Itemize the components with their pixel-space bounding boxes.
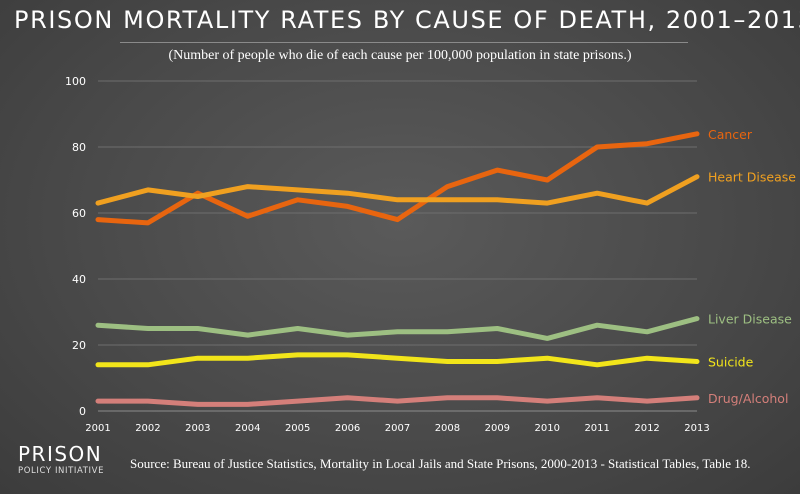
x-tick-label: 2006 <box>335 423 360 434</box>
x-tick-label: 2001 <box>85 423 110 434</box>
y-tick-label: 40 <box>72 273 86 286</box>
series-label-liver-disease: Liver Disease <box>708 312 792 327</box>
x-tick-label: 2010 <box>535 423 560 434</box>
x-tick-label: 2009 <box>485 423 510 434</box>
source-note: Source: Bureau of Justice Statistics, Mo… <box>130 456 751 471</box>
title-divider <box>120 42 688 43</box>
y-tick-label: 60 <box>72 207 86 220</box>
y-tick-label: 80 <box>72 141 86 154</box>
y-tick-label: 100 <box>65 75 86 88</box>
x-axis-ticks: 2001 2002 2003 2004 2005 2006 2007 2008 2009 2010… <box>85 423 709 434</box>
series-line-cancer <box>95 131 700 226</box>
series-line-suicide <box>95 352 700 368</box>
y-axis-ticks: 0 20 40 60 80 100 <box>65 75 86 418</box>
x-tick-label: 2004 <box>235 423 260 434</box>
series-label-suicide: Suicide <box>708 355 754 370</box>
x-tick-label: 2013 <box>684 423 709 434</box>
x-tick-label: 2005 <box>285 423 310 434</box>
x-tick-label: 2003 <box>185 423 210 434</box>
x-tick-label: 2012 <box>634 423 659 434</box>
series-labels: Cancer Heart Disease Liver Disease Suicide D… <box>708 127 796 406</box>
x-tick-label: 2008 <box>435 423 460 434</box>
series-label-heart-disease: Heart Disease <box>708 170 796 185</box>
series-lines <box>95 131 700 407</box>
series-label-cancer: Cancer <box>708 127 753 142</box>
prison-policy-initiative-logo: PRISON POLICY INITIATIVE <box>18 444 104 476</box>
chart-subtitle: (Number of people who die of each cause … <box>168 48 632 63</box>
logo-tagline: POLICY INITIATIVE <box>18 466 105 476</box>
x-tick-label: 2011 <box>584 423 609 434</box>
series-label-drug-alcohol: Drug/Alcohol <box>708 391 788 406</box>
x-tick-label: 2007 <box>385 423 410 434</box>
y-tick-label: 20 <box>72 339 86 352</box>
x-tick-label: 2002 <box>135 423 160 434</box>
series-line-heart-disease <box>95 174 700 206</box>
y-tick-label: 0 <box>79 405 86 418</box>
chart-title: PRISON MORTALITY RATES BY CAUSE OF DEATH… <box>14 6 800 34</box>
series-line-liver-disease <box>95 316 700 341</box>
logo-name: PRISON <box>18 442 103 466</box>
series-line-drug-alcohol <box>95 395 700 407</box>
